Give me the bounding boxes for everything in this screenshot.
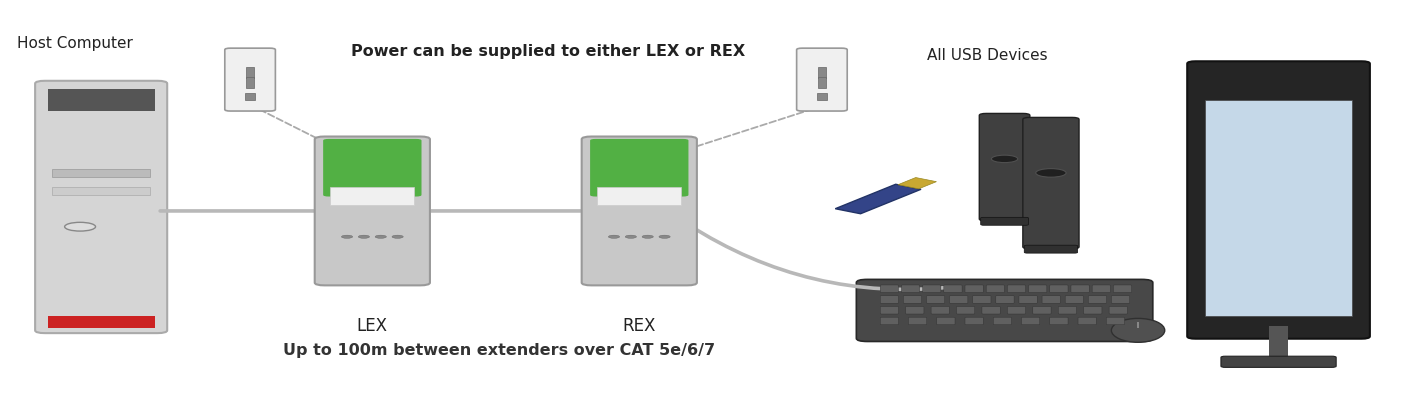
- FancyBboxPatch shape: [1106, 317, 1124, 325]
- FancyBboxPatch shape: [923, 285, 941, 293]
- FancyBboxPatch shape: [957, 306, 975, 314]
- FancyBboxPatch shape: [944, 285, 962, 293]
- Circle shape: [1035, 169, 1066, 177]
- FancyBboxPatch shape: [1050, 285, 1068, 293]
- FancyBboxPatch shape: [880, 317, 899, 325]
- Circle shape: [659, 235, 670, 238]
- Circle shape: [608, 235, 620, 238]
- Bar: [597, 187, 681, 205]
- FancyBboxPatch shape: [1023, 117, 1079, 249]
- FancyBboxPatch shape: [797, 48, 847, 111]
- FancyBboxPatch shape: [1109, 306, 1127, 314]
- FancyBboxPatch shape: [1221, 356, 1336, 367]
- FancyBboxPatch shape: [880, 296, 899, 303]
- Circle shape: [375, 235, 386, 238]
- Text: All USB Devices: All USB Devices: [927, 48, 1048, 63]
- FancyBboxPatch shape: [1078, 317, 1096, 325]
- FancyBboxPatch shape: [1021, 317, 1040, 325]
- Text: LEX: LEX: [357, 317, 388, 336]
- Ellipse shape: [1111, 318, 1165, 342]
- FancyBboxPatch shape: [880, 306, 899, 314]
- Bar: [1205, 100, 1352, 316]
- FancyBboxPatch shape: [965, 285, 984, 293]
- Text: REX: REX: [622, 317, 656, 336]
- FancyBboxPatch shape: [981, 217, 1028, 225]
- FancyBboxPatch shape: [1083, 306, 1102, 314]
- Bar: [330, 187, 414, 205]
- Text: Host Computer: Host Computer: [17, 36, 132, 51]
- Circle shape: [358, 235, 370, 238]
- Text: Up to 100m between extenders over CAT 5e/6/7: Up to 100m between extenders over CAT 5e…: [282, 343, 715, 358]
- FancyBboxPatch shape: [880, 285, 899, 293]
- FancyBboxPatch shape: [1111, 296, 1130, 303]
- FancyBboxPatch shape: [926, 296, 944, 303]
- FancyBboxPatch shape: [856, 279, 1154, 341]
- Bar: [52, 187, 150, 195]
- FancyBboxPatch shape: [1089, 296, 1107, 303]
- FancyBboxPatch shape: [1028, 285, 1047, 293]
- Bar: [818, 67, 826, 78]
- Bar: [246, 77, 254, 88]
- Circle shape: [642, 235, 653, 238]
- FancyBboxPatch shape: [1065, 296, 1083, 303]
- FancyBboxPatch shape: [902, 285, 920, 293]
- Bar: [246, 93, 254, 100]
- FancyBboxPatch shape: [1071, 285, 1089, 293]
- FancyBboxPatch shape: [965, 317, 984, 325]
- FancyBboxPatch shape: [993, 317, 1012, 325]
- Polygon shape: [898, 178, 937, 189]
- Bar: [818, 93, 826, 100]
- Polygon shape: [835, 184, 922, 214]
- FancyBboxPatch shape: [35, 81, 167, 333]
- FancyBboxPatch shape: [972, 296, 991, 303]
- FancyBboxPatch shape: [909, 317, 927, 325]
- FancyBboxPatch shape: [323, 139, 422, 197]
- Circle shape: [992, 155, 1017, 163]
- FancyBboxPatch shape: [932, 306, 950, 314]
- FancyBboxPatch shape: [1187, 61, 1370, 339]
- Text: Power can be supplied to either LEX or REX: Power can be supplied to either LEX or R…: [351, 44, 745, 59]
- Bar: [1137, 322, 1139, 328]
- FancyBboxPatch shape: [1058, 306, 1076, 314]
- FancyBboxPatch shape: [1007, 306, 1026, 314]
- FancyBboxPatch shape: [906, 306, 924, 314]
- FancyBboxPatch shape: [1050, 317, 1068, 325]
- Bar: [48, 89, 155, 111]
- Circle shape: [392, 235, 403, 238]
- Bar: [48, 316, 155, 328]
- FancyBboxPatch shape: [937, 317, 955, 325]
- FancyBboxPatch shape: [1024, 245, 1078, 253]
- FancyBboxPatch shape: [950, 296, 968, 303]
- Bar: [246, 67, 254, 78]
- Bar: [52, 169, 150, 178]
- FancyBboxPatch shape: [982, 306, 1000, 314]
- FancyBboxPatch shape: [590, 139, 688, 197]
- FancyBboxPatch shape: [986, 285, 1005, 293]
- FancyBboxPatch shape: [1043, 296, 1061, 303]
- FancyBboxPatch shape: [1007, 285, 1026, 293]
- FancyBboxPatch shape: [1113, 285, 1131, 293]
- Circle shape: [625, 235, 636, 238]
- Circle shape: [65, 222, 96, 231]
- FancyBboxPatch shape: [1019, 296, 1037, 303]
- FancyBboxPatch shape: [315, 137, 430, 285]
- FancyBboxPatch shape: [582, 137, 697, 285]
- Bar: [818, 77, 826, 88]
- FancyBboxPatch shape: [903, 296, 922, 303]
- FancyBboxPatch shape: [1033, 306, 1051, 314]
- FancyBboxPatch shape: [996, 296, 1014, 303]
- FancyBboxPatch shape: [1092, 285, 1110, 293]
- FancyBboxPatch shape: [979, 113, 1030, 221]
- Bar: [1269, 326, 1288, 362]
- FancyBboxPatch shape: [225, 48, 275, 111]
- Circle shape: [341, 235, 353, 238]
